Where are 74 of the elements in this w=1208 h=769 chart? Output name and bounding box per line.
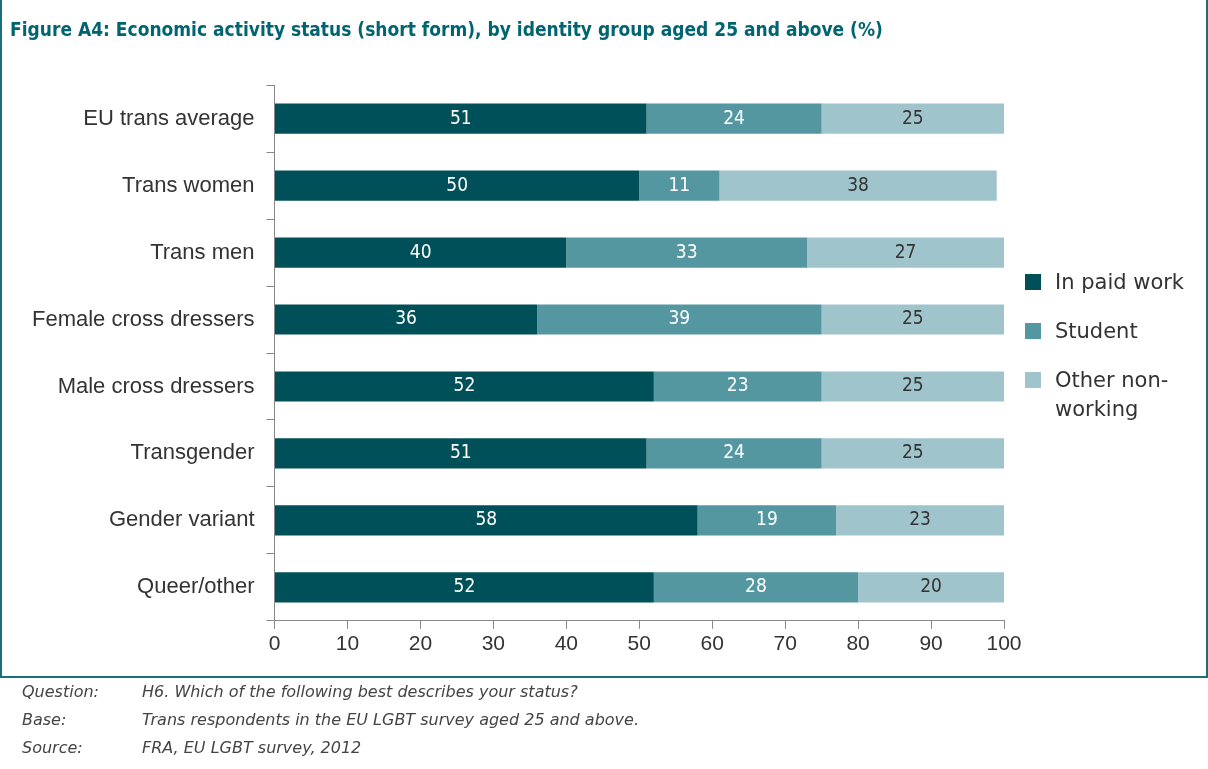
bar: [807, 237, 1004, 268]
bar: [275, 237, 567, 268]
bar: [566, 237, 808, 268]
data-label: 36: [395, 306, 417, 329]
data-label: 25: [901, 105, 924, 128]
data-label: 27: [894, 239, 917, 262]
bar: [639, 170, 720, 201]
x-tick-label: 30: [481, 631, 506, 655]
bar: [858, 572, 1004, 603]
data-label: 51: [449, 105, 472, 128]
x-tick-label: 0: [268, 631, 281, 655]
bar: [821, 103, 1004, 134]
data-label: 25: [901, 440, 924, 463]
y-tick-label: Transgender: [130, 439, 255, 465]
legend-label: Student: [1055, 318, 1138, 345]
bar: [653, 371, 822, 402]
data-label: 40: [409, 239, 432, 262]
text: Source: FRA, EU LGBT survey, 2012: [22, 738, 362, 757]
y-tick-label: Male cross dressers: [57, 372, 255, 398]
chart-title: Figure A4: Economic activity status (short form), by identity group aged 25 and above (%): [10, 18, 883, 40]
bar: [821, 371, 1004, 402]
data-label: 25: [901, 373, 924, 396]
legend-label: In paid work: [1055, 269, 1185, 296]
bar: [275, 304, 538, 335]
data-label: 24: [723, 440, 745, 463]
data-label: 50: [446, 172, 468, 195]
bar: [275, 438, 647, 469]
data-label: 38: [847, 172, 869, 195]
x-tick-label: 80: [846, 631, 870, 655]
bar: [821, 304, 1004, 335]
data-label: 25: [901, 306, 924, 329]
bar: [537, 304, 822, 335]
bar: [836, 505, 1004, 536]
data-label: 23: [726, 373, 749, 396]
data-label: 19: [756, 507, 778, 530]
x-tick-label: 40: [554, 631, 578, 655]
x-tick-label: 10: [335, 631, 360, 655]
x-tick-label: 20: [408, 631, 433, 655]
data-label: 11: [668, 172, 691, 195]
y-tick-label: Trans men: [150, 238, 255, 264]
bar: [719, 170, 997, 201]
data-label: 20: [920, 574, 942, 597]
bar: [275, 170, 640, 201]
data-label: 52: [453, 574, 476, 597]
x-tick-label: 50: [627, 631, 651, 655]
x-tick-label: 60: [700, 631, 724, 655]
data-label: 52: [453, 373, 476, 396]
y-tick-label: Trans women: [122, 171, 255, 197]
x-tick-label: 100: [986, 631, 1022, 655]
text: Base: Trans respondents in the EU LGBT survey aged 25 and above.: [22, 710, 639, 729]
bar: [821, 438, 1004, 469]
data-label: 24: [723, 105, 745, 128]
y-tick-label: Queer/other: [137, 573, 255, 599]
y-tick-label: Female cross dressers: [31, 305, 255, 331]
y-tick-label: Gender variant: [108, 506, 255, 532]
bar: [275, 103, 647, 134]
bar: [646, 103, 822, 134]
bar: [275, 371, 654, 402]
y-tick-label: EU trans average: [83, 104, 255, 130]
data-label: 28: [745, 574, 767, 597]
x-tick-label: 70: [773, 631, 797, 655]
data-label: 39: [668, 306, 691, 329]
legend-label: Other non-working: [1055, 367, 1170, 423]
text: Question: H6. Which of the following best describes your status?: [22, 682, 578, 701]
bar: [653, 572, 859, 603]
x-tick-label: 90: [919, 631, 943, 655]
data-label: 51: [449, 440, 472, 463]
data-label: 23: [909, 507, 931, 530]
bar: [275, 505, 698, 536]
bar: [697, 505, 837, 536]
bar: [646, 438, 822, 469]
data-label: 33: [675, 239, 698, 262]
data-label: 58: [475, 507, 498, 530]
bar: [275, 572, 654, 603]
